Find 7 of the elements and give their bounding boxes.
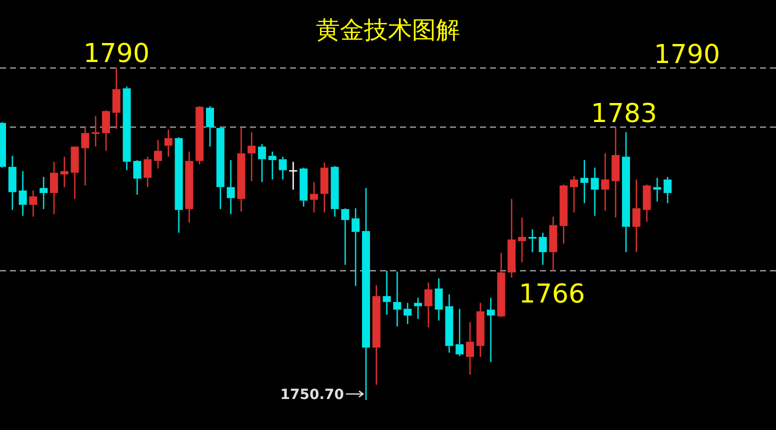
- annotation: 1750.70: [280, 387, 364, 403]
- annotation: 1750.70: [280, 387, 344, 403]
- ref-line-label: 1790: [654, 40, 720, 70]
- ref-line-label: 1783: [590, 99, 658, 130]
- title: 黄金技术图解: [316, 16, 460, 44]
- ref-line-label: 1766: [518, 280, 586, 310]
- annotation: 1790: [83, 39, 150, 69]
